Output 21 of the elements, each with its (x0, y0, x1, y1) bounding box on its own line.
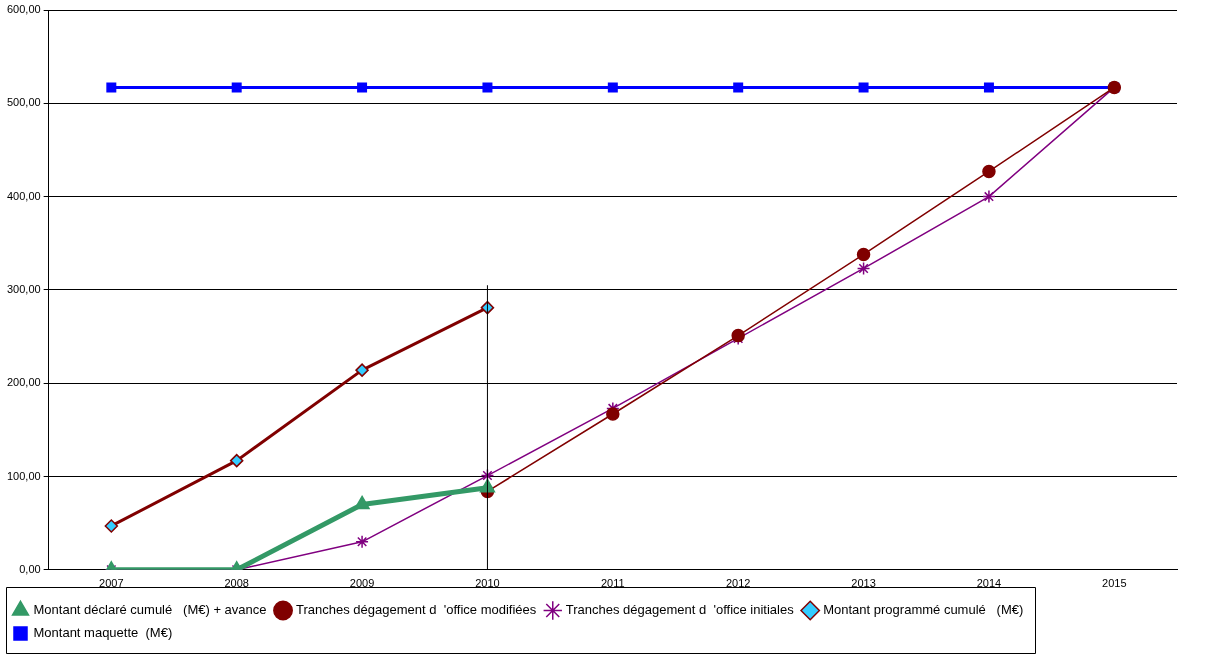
legend-label: Tranches dégagement d 'office initiales (565, 602, 795, 618)
legend-label: Montant déclaré cumulé (M€) + avance (33, 602, 267, 618)
legend-label: Montant maquette (M€) (33, 625, 173, 641)
legend-label: Tranches dégagement d 'office modifiées (296, 602, 537, 618)
legend-label: Montant programmé cumulé (M€) (823, 602, 1024, 618)
x-tick-label: 2009 (349, 577, 375, 590)
y-tick-label: 200,00 (6, 376, 41, 389)
y-tick-label: 600,00 (6, 3, 41, 16)
y-tick-label: 400,00 (6, 189, 41, 202)
x-tick-label: 2013 (851, 577, 876, 590)
y-tick-label: 100,00 (6, 469, 41, 482)
y-tick-label: 0,00 (19, 562, 41, 575)
x-tick-label: 2015 (1102, 577, 1127, 590)
y-tick-label: 500,00 (6, 96, 41, 109)
x-tick-label: 2010 (475, 577, 500, 590)
x-tick-label: 2012 (725, 577, 751, 590)
x-tick-label: 2014 (976, 577, 1002, 590)
x-tick-label: 2008 (224, 577, 249, 590)
x-tick-label: 2007 (99, 577, 124, 590)
y-tick-label: 300,00 (6, 282, 41, 295)
x-tick-label: 2011 (600, 577, 625, 590)
